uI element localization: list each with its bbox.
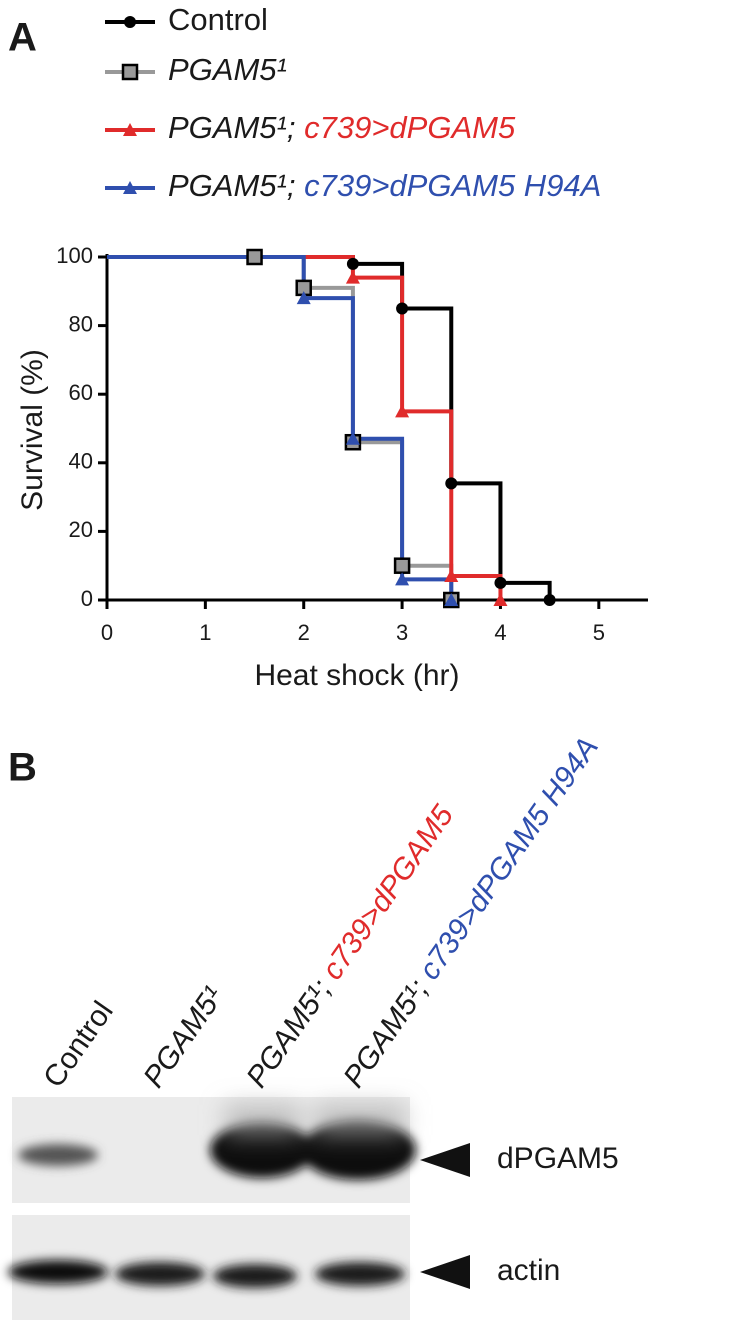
arrow — [420, 1255, 470, 1289]
y-axis-title: Survival (%) — [16, 349, 49, 511]
x-tick-label: 1 — [199, 620, 211, 645]
x-tick-label: 2 — [298, 620, 310, 645]
text-part: PGAM5¹; — [337, 967, 440, 1094]
marker — [494, 576, 507, 589]
lane-label-group: Control — [37, 995, 120, 1093]
smear — [315, 1105, 405, 1135]
marker — [346, 257, 359, 270]
y-tick-label: 20 — [69, 517, 93, 542]
text-part: c739>dPGAM5 H94A — [304, 168, 601, 203]
marker — [393, 557, 411, 574]
marker — [444, 593, 459, 606]
band — [210, 1122, 314, 1178]
marker — [123, 123, 137, 136]
band — [213, 1264, 297, 1288]
x-axis-title: Heat shock (hr) — [254, 659, 459, 692]
marker — [493, 593, 508, 606]
text-part: Control — [37, 995, 120, 1093]
panel-label: B — [8, 746, 37, 790]
arrow — [420, 1143, 470, 1177]
smear — [225, 1105, 405, 1135]
smear — [225, 1105, 300, 1135]
marker — [395, 572, 410, 586]
lane-label: PGAM5¹ — [137, 980, 230, 1093]
marker — [345, 431, 360, 445]
x-tick-label: 5 — [593, 620, 605, 645]
band-label: actin — [497, 1254, 560, 1287]
y-tick-label: 60 — [69, 380, 93, 405]
marker — [395, 404, 410, 418]
band — [315, 1262, 405, 1286]
band — [18, 1144, 98, 1166]
legend-label: PGAM5¹; c739>dPGAM5 — [168, 110, 516, 145]
text-part: PGAM5¹; — [168, 110, 304, 145]
y-tick-label: 0 — [81, 586, 93, 611]
legend-label: Control — [168, 2, 268, 37]
band-label: dPGAM5 — [497, 1142, 619, 1175]
text-part: PGAM5¹ — [137, 980, 230, 1093]
legend-label: PGAM5¹; c739>dPGAM5 H94A — [168, 168, 601, 203]
survival-line — [107, 255, 552, 600]
marker — [246, 248, 263, 266]
band — [115, 1262, 205, 1286]
y-tick-label: 40 — [69, 449, 93, 474]
panel-label: A — [8, 16, 37, 60]
x-tick-label: 0 — [101, 620, 113, 645]
text-part: c739>dPGAM5 H94A — [413, 731, 605, 986]
y-tick-label: 100 — [56, 243, 93, 268]
text-part: Control — [168, 2, 268, 37]
marker — [345, 270, 360, 284]
marker — [543, 594, 556, 606]
marker — [444, 568, 459, 582]
y-tick-label: 80 — [69, 311, 93, 336]
text-part: c739>dPGAM5 — [304, 110, 516, 145]
marker — [396, 302, 409, 315]
text-part: PGAM5¹; — [240, 967, 343, 1094]
marker — [124, 16, 136, 28]
marker — [445, 477, 458, 490]
marker — [123, 181, 137, 194]
text-part: PGAM5¹ — [168, 52, 287, 87]
x-tick-label: 4 — [494, 620, 506, 645]
lane-label-group: PGAM5¹ — [137, 980, 230, 1093]
legend-label: PGAM5¹ — [168, 52, 287, 87]
band — [8, 1260, 108, 1284]
marker — [296, 291, 311, 305]
text-part: PGAM5¹; — [168, 168, 304, 203]
x-tick-label: 3 — [396, 620, 408, 645]
lane-label: Control — [37, 995, 120, 1093]
marker — [121, 63, 139, 81]
